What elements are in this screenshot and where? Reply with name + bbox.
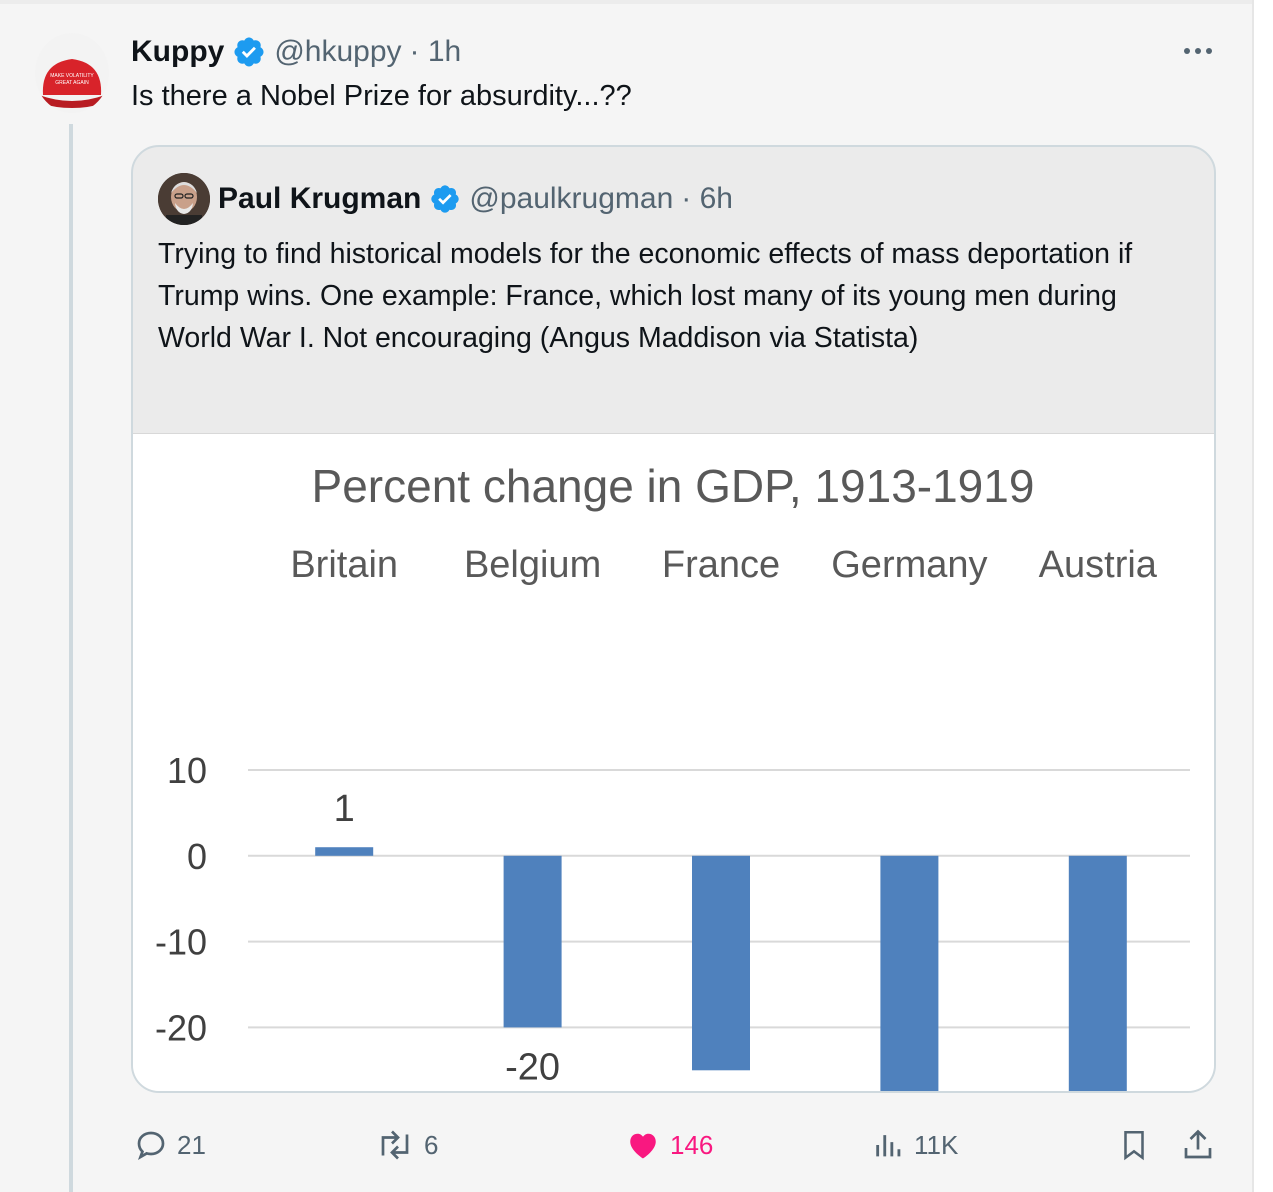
- verified-badge-icon: [429, 183, 461, 215]
- post-text: Is there a Nobel Prize for absurdity...?…: [131, 80, 632, 112]
- more-options-icon[interactable]: [1178, 34, 1218, 70]
- quoted-author-avatar[interactable]: [158, 173, 210, 225]
- category-label: Britain: [290, 544, 398, 586]
- chart-bar: [692, 855, 750, 1071]
- like-count: 146: [670, 1129, 714, 1160]
- hat-text-line2: GREAT AGAIN: [55, 80, 89, 86]
- category-label: France: [662, 544, 780, 586]
- y-tick-label: -20: [155, 1007, 207, 1048]
- category-label: Belgium: [464, 544, 601, 586]
- category-label: Germany: [831, 544, 987, 586]
- bookmark-button[interactable]: [1117, 1120, 1159, 1170]
- chart-bar: [503, 855, 562, 1028]
- data-label: 1: [334, 788, 355, 830]
- quoted-post-text: Trying to find historical models for the…: [158, 238, 1133, 354]
- repost-icon: [381, 1130, 409, 1160]
- data-label: -25: [694, 1089, 749, 1093]
- quoted-post-time[interactable]: · 6h: [681, 182, 733, 215]
- chart-title: Percent change in GDP, 1913-1919: [312, 460, 1035, 512]
- top-divider: [0, 0, 1252, 4]
- avatar[interactable]: MAKE VOLATILITY GREAT AGAIN: [35, 33, 109, 113]
- post-time[interactable]: · 1h: [409, 35, 462, 68]
- heart-icon: [630, 1133, 656, 1159]
- chart-bar: [315, 847, 374, 856]
- reply-button[interactable]: 21: [133, 1120, 206, 1170]
- views-button[interactable]: 11K: [872, 1120, 958, 1170]
- author-handle[interactable]: @hkuppy: [274, 35, 402, 68]
- author-name[interactable]: Kuppy: [131, 35, 225, 68]
- post-header: Kuppy @hkuppy · 1h: [131, 32, 461, 72]
- category-label: Austria: [1039, 544, 1158, 586]
- thread-connector-line: [69, 124, 73, 1192]
- y-tick-label: 10: [167, 750, 207, 791]
- quoted-author-handle[interactable]: @paulkrugman: [469, 182, 674, 215]
- reply-count: 21: [177, 1129, 206, 1160]
- y-tick-label: -10: [155, 922, 207, 963]
- quoted-author-name[interactable]: Paul Krugman: [218, 182, 422, 215]
- right-divider: [1252, 0, 1254, 1192]
- share-button[interactable]: [1180, 1120, 1224, 1170]
- reply-icon: [137, 1131, 165, 1161]
- quoted-post[interactable]: Paul Krugman @paulkrugman · 6h Trying to…: [131, 145, 1216, 1093]
- share-icon: [1184, 1129, 1212, 1159]
- views-icon: [876, 1135, 901, 1157]
- hat-text-line1: MAKE VOLATILITY: [50, 73, 94, 79]
- views-count: 11K: [914, 1129, 959, 1160]
- verified-badge-icon: [232, 35, 266, 69]
- repost-button[interactable]: 6: [374, 1120, 438, 1170]
- bookmark-icon: [1124, 1130, 1144, 1161]
- data-label: -20: [505, 1046, 560, 1088]
- action-bar: 21 6 146 11K: [0, 1120, 1252, 1170]
- red-hat-avatar-image: MAKE VOLATILITY GREAT AGAIN: [39, 59, 105, 108]
- chart-bar: [880, 855, 939, 1091]
- bar-chart: Percent change in GDP, 1913-1919 10 0 -10 -2…: [155, 460, 1190, 1093]
- repost-count: 6: [424, 1129, 439, 1160]
- chart-bar: [1068, 855, 1127, 1091]
- chart-image[interactable]: Percent change in GDP, 1913-1919 10 0 -10 -2…: [133, 433, 1214, 1093]
- y-tick-label: 0: [187, 836, 207, 877]
- quoted-post-header: Paul Krugman @paulkrugman · 6h: [218, 177, 733, 221]
- like-button[interactable]: 146: [624, 1120, 713, 1170]
